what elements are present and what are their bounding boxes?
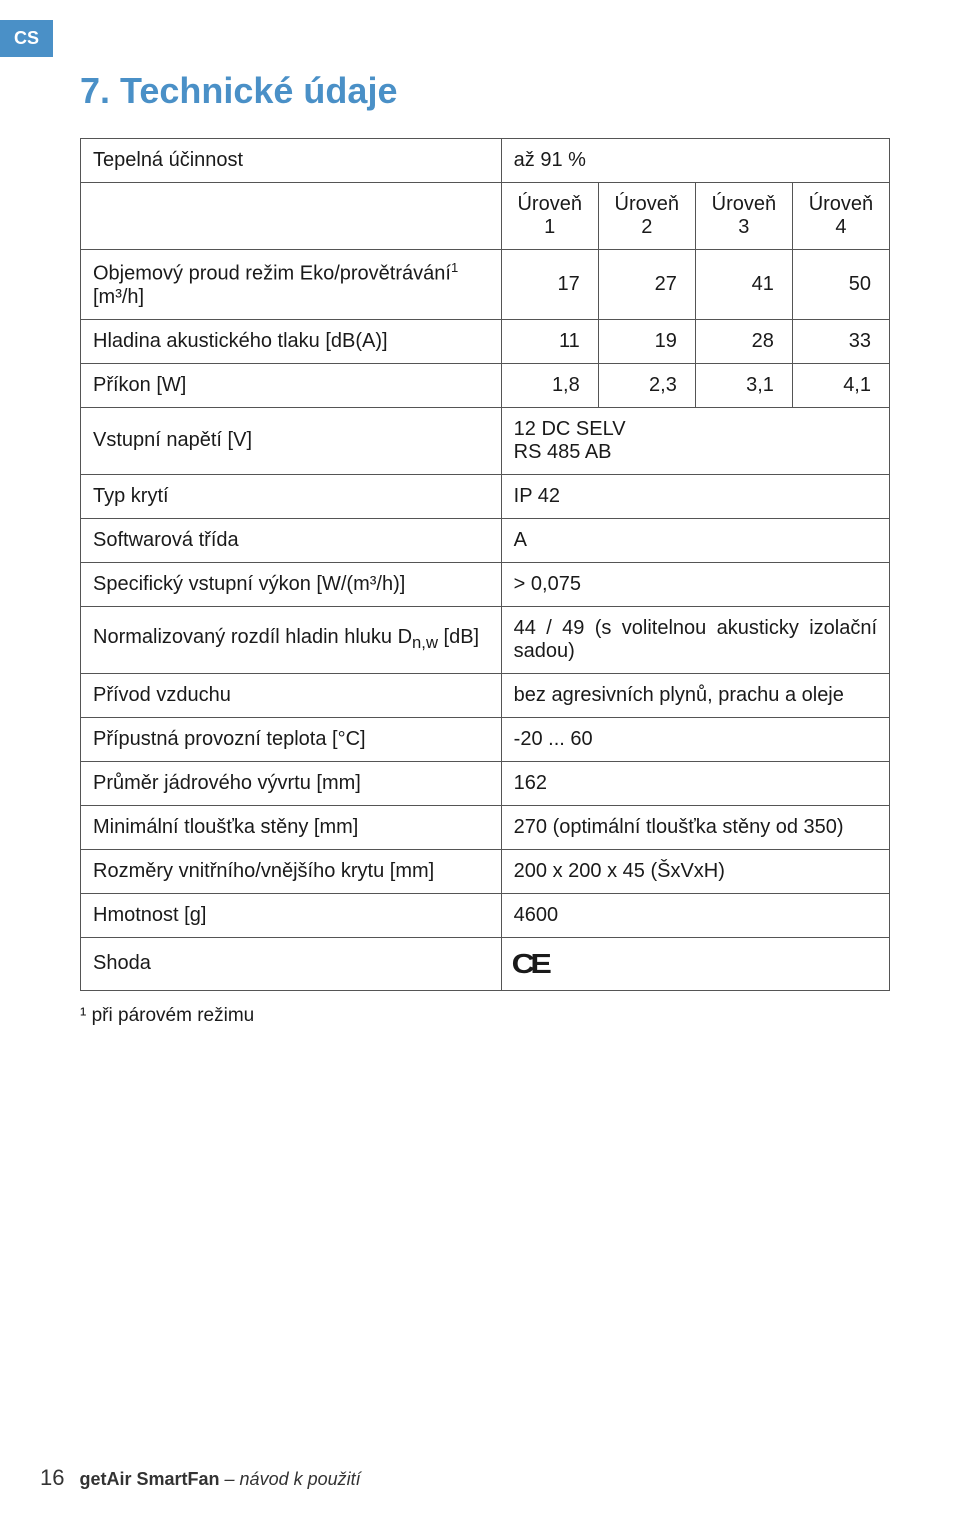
cell-value: 33 xyxy=(792,319,889,363)
cell-label: Příkon [W] xyxy=(81,363,502,407)
cell-label: Shoda xyxy=(81,937,502,990)
footnote: ¹ při párovém režimu xyxy=(80,1005,890,1027)
table-row: Průměr jádrového vývrtu [mm] 162 xyxy=(81,761,890,805)
spec-table: Tepelná účinnost až 91 % Úroveň 1 Úroveň… xyxy=(80,138,890,991)
cell-label: Objemový proud režim Eko/provětrávání1 [… xyxy=(81,250,502,320)
table-row: Specifický vstupní výkon [W/(m³/h)] > 0,… xyxy=(81,562,890,606)
cell-value: 50 xyxy=(792,250,889,320)
ce-mark-icon: CE xyxy=(511,948,547,980)
label-text: [m³/h] xyxy=(93,286,144,308)
cell-label: Tepelná účinnost xyxy=(81,139,502,183)
cell-label: Specifický vstupní výkon [W/(m³/h)] xyxy=(81,562,502,606)
cell-label: Hladina akustického tlaku [dB(A)] xyxy=(81,319,502,363)
cell-value: 270 (optimální tloušťka stěny od 350) xyxy=(501,805,889,849)
cell-value: 1,8 xyxy=(501,363,598,407)
cell-label: Softwarová třída xyxy=(81,518,502,562)
footer-brand: getAir SmartFan xyxy=(80,1469,220,1489)
level-header: Úroveň 1 xyxy=(501,183,598,250)
cell-value: IP 42 xyxy=(501,474,889,518)
table-row: Objemový proud režim Eko/provětrávání1 [… xyxy=(81,250,890,320)
language-tab: CS xyxy=(0,20,53,57)
table-row: Přívod vzduchu bez agresivních plynů, pr… xyxy=(81,673,890,717)
page-number: 16 xyxy=(40,1465,64,1490)
table-row: Softwarová třída A xyxy=(81,518,890,562)
table-row: Shoda CE xyxy=(81,937,890,990)
cell-value: bez agresivních plynů, prachu a oleje xyxy=(501,673,889,717)
cell-value: 19 xyxy=(598,319,695,363)
table-row: Vstupní napětí [V] 12 DC SELV RS 485 AB xyxy=(81,407,890,474)
table-row: Minimální tloušťka stěny [mm] 270 (optim… xyxy=(81,805,890,849)
cell-label: Přívod vzduchu xyxy=(81,673,502,717)
label-subscript: n,w xyxy=(412,633,438,652)
cell-value: > 0,075 xyxy=(501,562,889,606)
cell-value: -20 ... 60 xyxy=(501,717,889,761)
cell-label: Průměr jádrového vývrtu [mm] xyxy=(81,761,502,805)
table-row: Příkon [W] 1,8 2,3 3,1 4,1 xyxy=(81,363,890,407)
cell-label: Hmotnost [g] xyxy=(81,893,502,937)
cell-label: Typ krytí xyxy=(81,474,502,518)
cell-value: 28 xyxy=(695,319,792,363)
cell-value: 27 xyxy=(598,250,695,320)
level-header: Úroveň 2 xyxy=(598,183,695,250)
cell-value: až 91 % xyxy=(501,139,889,183)
cell-empty xyxy=(81,183,502,250)
cell-value: 2,3 xyxy=(598,363,695,407)
cell-value: CE xyxy=(501,937,889,990)
page-footer: 16 getAir SmartFan – návod k použití xyxy=(40,1465,361,1491)
cell-value: 162 xyxy=(501,761,889,805)
table-row: Tepelná účinnost až 91 % xyxy=(81,139,890,183)
table-row: Typ krytí IP 42 xyxy=(81,474,890,518)
label-text: [dB] xyxy=(438,626,479,648)
footer-doc-title: – návod k použití xyxy=(220,1469,361,1489)
cell-label: Normalizovaný rozdíl hladin hluku Dn,w [… xyxy=(81,606,502,673)
table-row: Hladina akustického tlaku [dB(A)] 11 19 … xyxy=(81,319,890,363)
label-text: Normalizovaný rozdíl hladin hluku D xyxy=(93,626,412,648)
cell-value: 3,1 xyxy=(695,363,792,407)
table-row: Rozměry vnitřního/vnějšího krytu [mm] 20… xyxy=(81,849,890,893)
cell-value: 4600 xyxy=(501,893,889,937)
value-line: RS 485 AB xyxy=(514,441,612,463)
cell-value: 200 x 200 x 45 (ŠxVxH) xyxy=(501,849,889,893)
page-content: 7. Technické údaje Tepelná účinnost až 9… xyxy=(80,70,890,1027)
section-title: 7. Technické údaje xyxy=(80,70,890,112)
table-row: Hmotnost [g] 4600 xyxy=(81,893,890,937)
cell-label: Přípustná provozní teplota [°C] xyxy=(81,717,502,761)
level-header: Úroveň 3 xyxy=(695,183,792,250)
cell-value: 12 DC SELV RS 485 AB xyxy=(501,407,889,474)
cell-value: 4,1 xyxy=(792,363,889,407)
cell-value: 41 xyxy=(695,250,792,320)
footnote-ref: 1 xyxy=(451,260,458,275)
table-row: Úroveň 1 Úroveň 2 Úroveň 3 Úroveň 4 xyxy=(81,183,890,250)
cell-value: A xyxy=(501,518,889,562)
cell-value: 44 / 49 (s volitelnou akusticky izolační… xyxy=(501,606,889,673)
table-row: Normalizovaný rozdíl hladin hluku Dn,w [… xyxy=(81,606,890,673)
label-text: Objemový proud režim Eko/provětrávání xyxy=(93,263,451,285)
cell-value: 11 xyxy=(501,319,598,363)
cell-label: Vstupní napětí [V] xyxy=(81,407,502,474)
cell-label: Minimální tloušťka stěny [mm] xyxy=(81,805,502,849)
cell-label: Rozměry vnitřního/vnějšího krytu [mm] xyxy=(81,849,502,893)
table-row: Přípustná provozní teplota [°C] -20 ... … xyxy=(81,717,890,761)
value-line: 12 DC SELV xyxy=(514,418,626,440)
cell-value: 17 xyxy=(501,250,598,320)
level-header: Úroveň 4 xyxy=(792,183,889,250)
